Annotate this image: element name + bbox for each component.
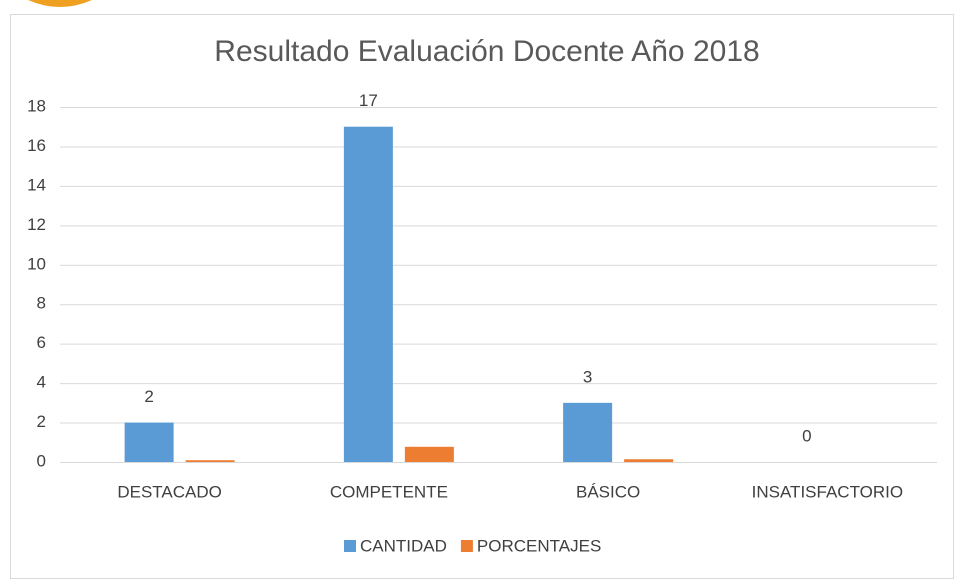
legend-label: CANTIDAD [360,536,447,555]
legend-swatch [460,540,473,552]
bar [624,459,674,462]
y-tick-label: 16 [27,136,46,155]
bar [343,126,393,462]
y-tick-label: 12 [27,215,46,234]
data-label: 2 [144,387,153,406]
bar [185,460,235,462]
y-tick-label: 18 [27,96,46,115]
data-label: 0 [802,426,811,445]
y-tick-label: 0 [37,451,46,470]
logo [28,0,92,7]
data-label: 17 [359,91,378,110]
legend-label: PORCENTAJES [477,536,601,555]
data-label: 3 [583,367,592,386]
y-tick-label: 14 [27,175,46,194]
bar [563,402,613,462]
x-tick-label: DESTACADO [117,482,222,501]
x-tick-label: COMPETENTE [330,482,448,501]
y-tick-label: 8 [37,294,46,313]
bar [124,422,174,462]
bar [404,446,454,462]
chart-title: Resultado Evaluación Docente Año 2018 [214,35,759,68]
y-tick-label: 4 [37,373,46,392]
chart-frame [10,14,954,579]
x-tick-label: BÁSICO [576,482,640,501]
y-tick-label: 10 [27,254,46,273]
x-tick-label: INSATISFACTORIO [752,482,903,501]
y-tick-label: 6 [37,333,46,352]
legend-swatch [344,540,356,552]
y-tick-label: 2 [37,412,46,431]
